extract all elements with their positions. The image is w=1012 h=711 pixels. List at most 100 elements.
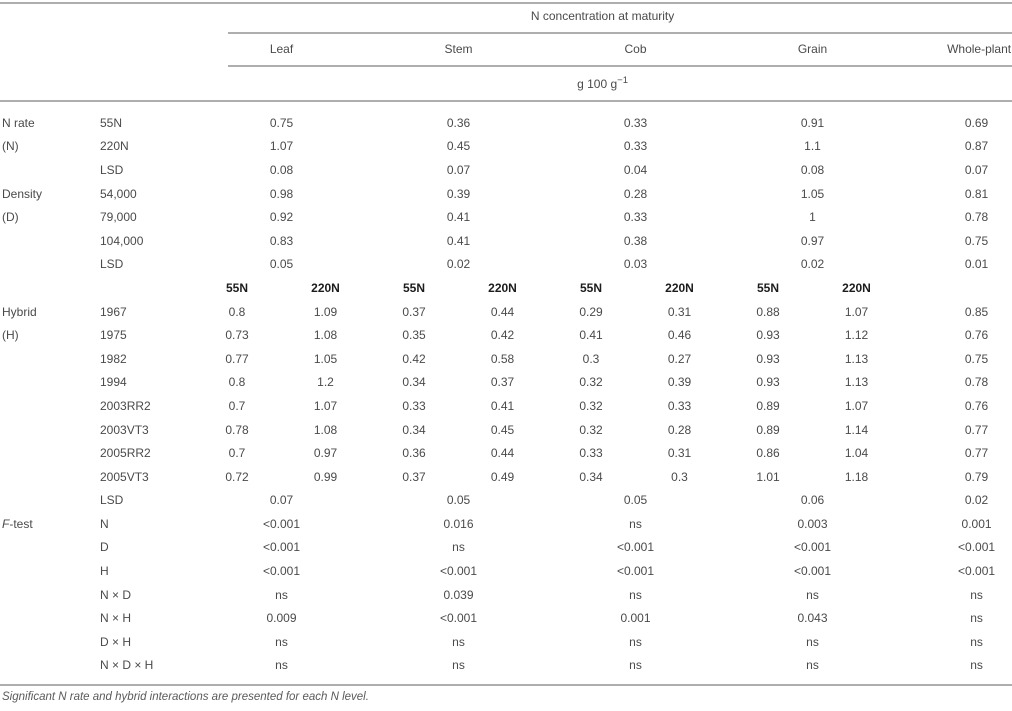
table-cell: 0.32 [579, 422, 603, 437]
table-cell: 1.14 [844, 422, 869, 437]
table-cell: 0.32 [579, 375, 603, 390]
nlevel-header: 55N [579, 280, 602, 295]
table-cell: 0.07 [269, 493, 294, 508]
rule-bottom [0, 684, 1012, 686]
table-cell: 0.28 [623, 186, 648, 201]
table-cell: 0.02 [800, 257, 825, 272]
column-header-leaf: Leaf [269, 41, 294, 56]
row-level-label: D × H [100, 634, 132, 649]
table-cell: 0.49 [490, 469, 515, 484]
table-cell [901, 276, 1012, 300]
table-cell: <0.001 [439, 611, 478, 626]
table-cell: 0.7 [228, 398, 246, 413]
table-cell: ns [629, 634, 642, 649]
nlevel-header: 220N [488, 280, 517, 295]
row-level-label: D [100, 540, 109, 555]
row-level-label: N × D × H [100, 658, 154, 673]
table-cell: 1.07 [313, 398, 338, 413]
table-cell: 0.34 [402, 375, 426, 390]
table-cell: 0.44 [490, 446, 515, 461]
table-cell: 1 [809, 210, 816, 225]
table-cell: 0.81 [964, 186, 989, 201]
unit-row: g 100 g−1 [0, 65, 1012, 101]
row-level-label: LSD [100, 162, 124, 177]
row-group-label [0, 229, 98, 253]
table-cell: ns [970, 611, 983, 626]
header-spacer [0, 65, 193, 101]
table-row: (H) 1975 0.73 1.08 0.35 0.42 0.41 0.46 0.93 1.12 0… [0, 323, 1012, 347]
column-header-whole-plant: Whole-plant [947, 41, 1012, 56]
table-cell: 0.8 [228, 304, 246, 319]
unit-base: g 100 g [577, 77, 618, 91]
table-cell: 0.33 [402, 398, 426, 413]
row-level-label: 2005RR2 [100, 446, 151, 461]
rule-under-unit [0, 100, 1012, 102]
row-group-label [0, 253, 98, 277]
nlevel-header: 220N [311, 280, 340, 295]
row-group-label [0, 158, 98, 182]
column-header-row: Leaf Stem Cob Grain Whole-plant [0, 32, 1012, 65]
table-row: 1994 0.8 1.2 0.34 0.37 0.32 0.39 0.93 1.13 0.78 [0, 371, 1012, 395]
table-cell: 0.37 [402, 469, 426, 484]
table-cell: 0.31 [667, 304, 692, 319]
table-cell: 0.75 [964, 233, 989, 248]
table-row: N rate 55N 0.75 0.36 0.33 0.91 0.69 [0, 111, 1012, 135]
table-cell: 0.41 [579, 328, 603, 343]
table-cell: 0.46 [667, 328, 692, 343]
table-cell: 0.35 [402, 328, 426, 343]
table-cell: 0.05 [269, 257, 294, 272]
row-level-label: 1994 [100, 375, 127, 390]
table-cell: 0.02 [964, 493, 989, 508]
table-row: D × H ns ns ns ns ns [0, 630, 1012, 654]
table-row: D <0.001 ns <0.001 <0.001 <0.001 [0, 536, 1012, 560]
table-cell: 1.05 [313, 351, 338, 366]
rule-under-colheads [228, 65, 1012, 67]
table-cell: 0.72 [225, 469, 249, 484]
table-cell: 0.75 [964, 351, 989, 366]
table-cell: 0.77 [964, 422, 989, 437]
table-cell: 0.78 [964, 375, 989, 390]
row-group-label [0, 630, 98, 654]
nlevel-header: 55N [225, 280, 248, 295]
table-cell: ns [629, 516, 642, 531]
row-group-label [0, 559, 98, 583]
table-cell: ns [452, 540, 465, 555]
table-cell: 0.73 [225, 328, 249, 343]
table-cell: 0.76 [964, 328, 989, 343]
table-row: N × D × H ns ns ns ns ns [0, 654, 1012, 678]
table-cell: ns [452, 634, 465, 649]
table-cell: 0.88 [756, 304, 780, 319]
table-row: F-test N <0.001 0.016 ns 0.003 0.001 [0, 512, 1012, 536]
row-level-label: 2003RR2 [100, 398, 151, 413]
nlevel-header: 220N [842, 280, 871, 295]
table-cell: <0.001 [616, 540, 655, 555]
table-row: N × D ns 0.039 ns ns ns [0, 583, 1012, 607]
table-cell: 0.08 [800, 162, 825, 177]
table-cell: 0.41 [446, 233, 471, 248]
column-header-stem: Stem [444, 41, 473, 56]
table-cell: <0.001 [262, 540, 301, 555]
table-cell: 0.36 [402, 446, 426, 461]
table-cell: <0.001 [439, 564, 478, 579]
table-cell: 0.42 [402, 351, 426, 366]
table-cell: 1.07 [844, 398, 869, 413]
n-concentration-table: N concentration at maturity Leaf Stem Co… [0, 9, 1012, 678]
table-cell: 0.08 [269, 162, 294, 177]
table-cell: 0.93 [756, 375, 780, 390]
nlevel-subheader-row: 55N 220N 55N 220N 55N 220N 55N 220N [0, 276, 1012, 300]
row-level-label: N [100, 516, 109, 531]
table-cell: 0.016 [443, 516, 474, 531]
table-cell: 0.93 [756, 351, 780, 366]
table-cell: <0.001 [262, 564, 301, 579]
table-cell: 1.07 [269, 139, 294, 154]
table-cell: 1.12 [844, 328, 869, 343]
table-cell: 0.05 [623, 493, 648, 508]
table-cell: 0.41 [490, 398, 515, 413]
table-cell: 0.38 [623, 233, 648, 248]
table-cell: ns [629, 587, 642, 602]
table-cell: 0.92 [269, 210, 294, 225]
table-cell: 1.08 [313, 328, 338, 343]
table-cell: ns [275, 658, 288, 673]
table-cell: 0.32 [579, 398, 603, 413]
table-cell: 0.97 [800, 233, 825, 248]
